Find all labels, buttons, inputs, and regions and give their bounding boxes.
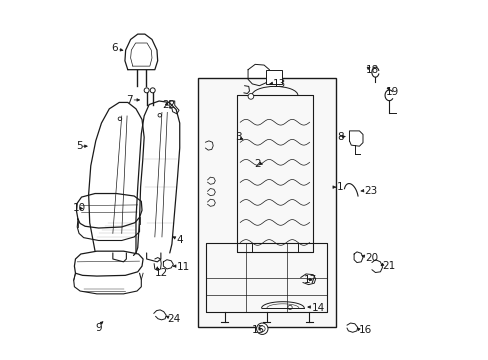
Circle shape	[247, 94, 253, 99]
Text: 10: 10	[73, 203, 86, 213]
Text: 22: 22	[162, 100, 175, 109]
Text: 1: 1	[336, 182, 343, 192]
Text: 24: 24	[166, 315, 180, 324]
Text: 12: 12	[155, 267, 168, 278]
Text: 15: 15	[251, 325, 264, 335]
Text: 2: 2	[254, 159, 261, 169]
Circle shape	[256, 323, 267, 334]
Text: 21: 21	[382, 261, 395, 271]
Text: 7: 7	[126, 95, 133, 105]
Text: 11: 11	[177, 262, 190, 272]
Bar	[197, 77, 336, 327]
Circle shape	[150, 88, 155, 93]
Text: 19: 19	[386, 87, 399, 97]
Bar	[265, 71, 281, 84]
Text: 23: 23	[363, 186, 377, 197]
Text: 9: 9	[95, 323, 102, 333]
Circle shape	[144, 88, 149, 93]
Text: 8: 8	[336, 132, 343, 142]
Text: 17: 17	[304, 275, 317, 285]
Text: 20: 20	[365, 253, 378, 262]
Text: 5: 5	[77, 141, 83, 151]
Text: 18: 18	[366, 65, 379, 75]
Text: 4: 4	[177, 235, 183, 246]
Text: 6: 6	[111, 43, 118, 53]
Text: 3: 3	[235, 132, 242, 142]
Text: 16: 16	[358, 325, 371, 335]
Text: 13: 13	[272, 79, 285, 89]
Circle shape	[287, 305, 292, 310]
Text: 14: 14	[311, 303, 325, 313]
